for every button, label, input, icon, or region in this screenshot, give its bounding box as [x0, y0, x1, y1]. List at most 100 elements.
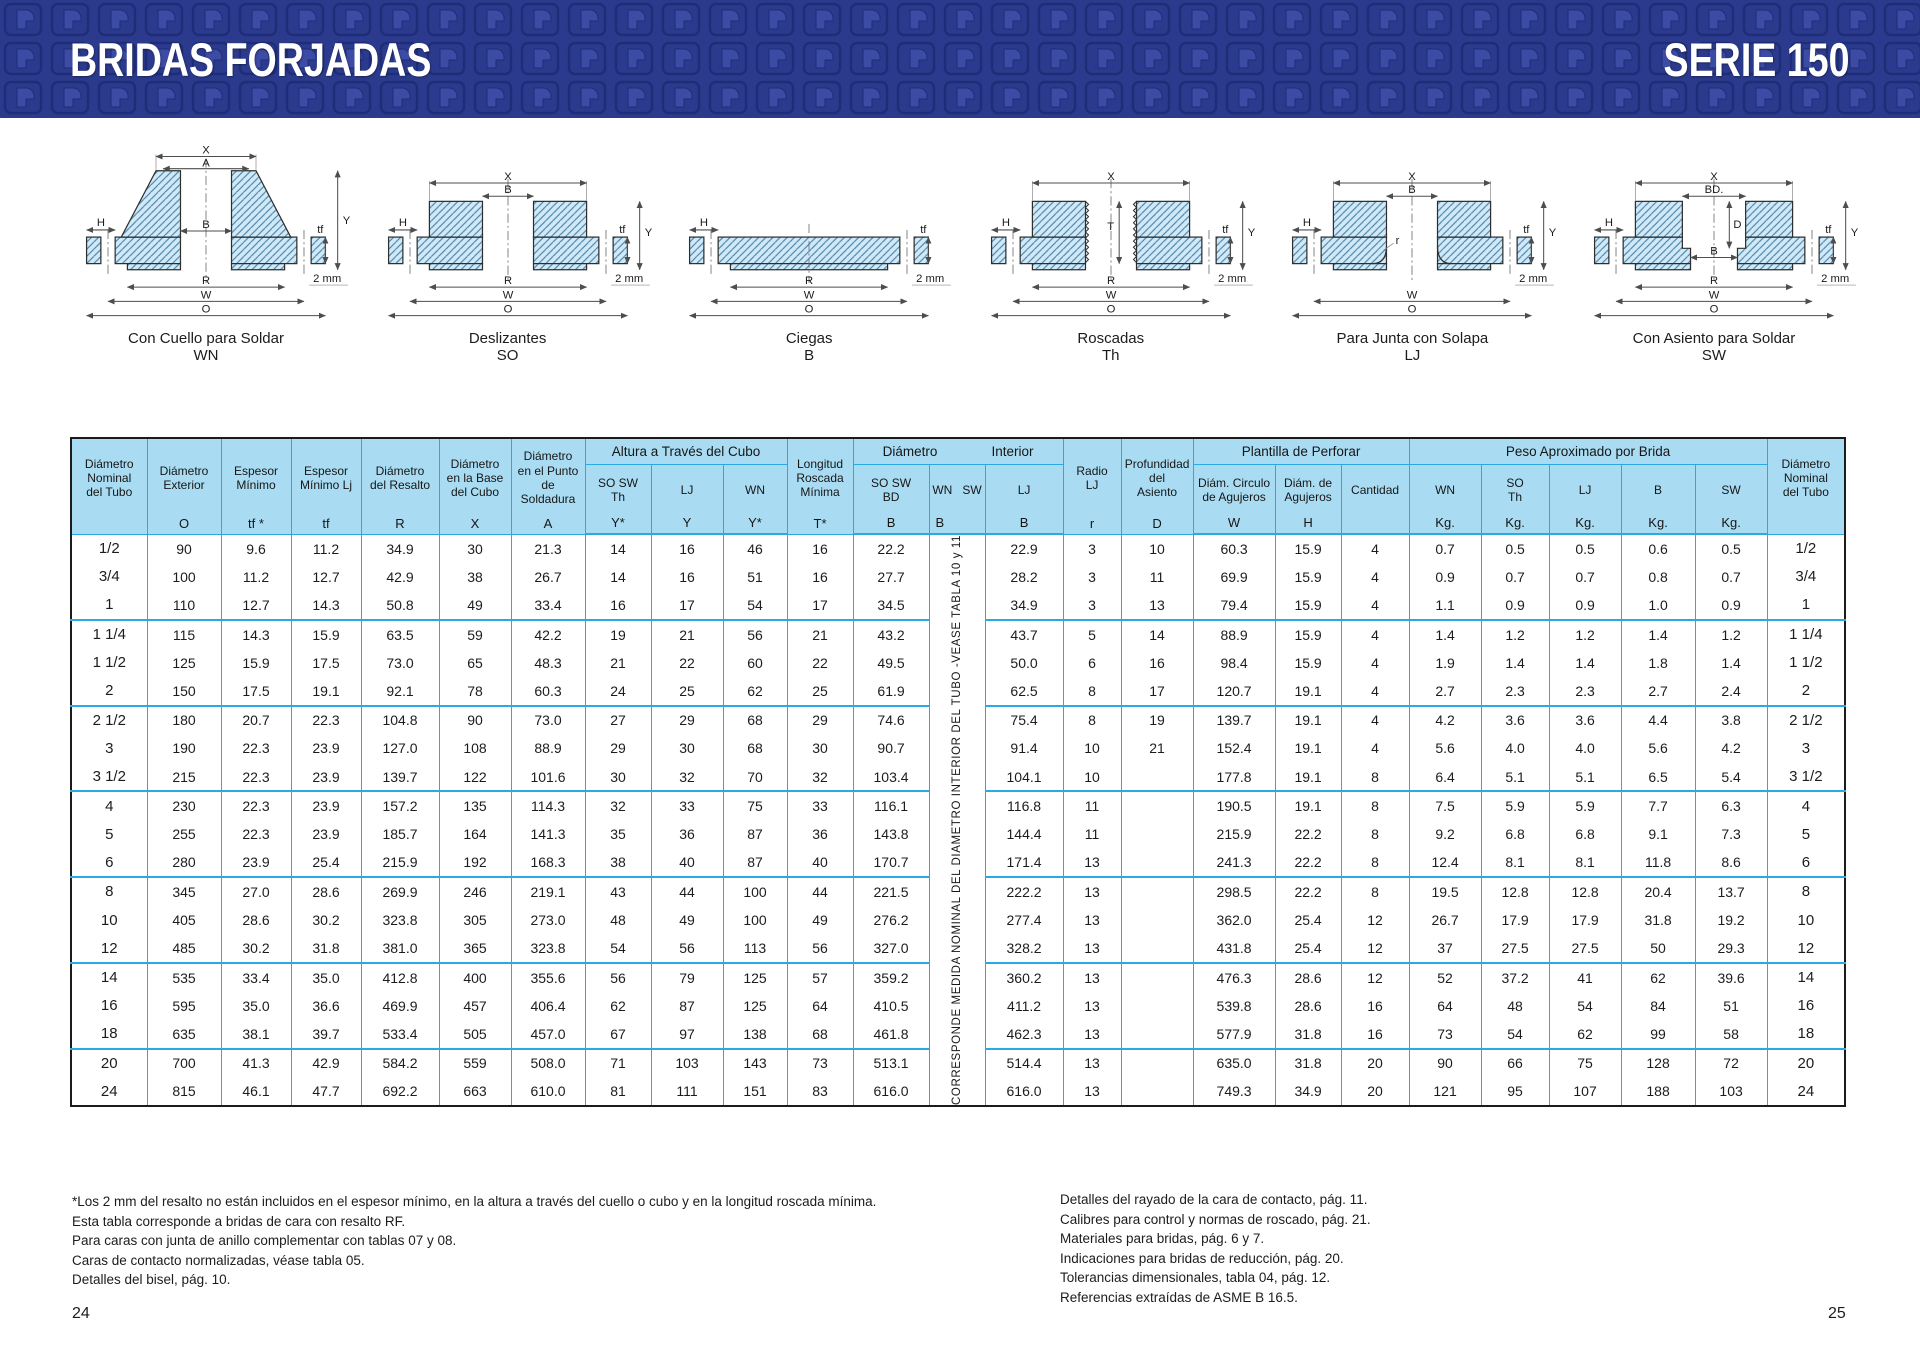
table-cell: 15.9 — [290, 618, 362, 649]
table-cell — [1120, 762, 1194, 792]
table-cell: 12 — [1766, 934, 1846, 963]
dim-label: H — [1605, 217, 1613, 229]
table-cell: 114.3 — [510, 790, 586, 820]
dim-label: X — [1710, 171, 1718, 183]
table-cell: 50.0 — [984, 648, 1064, 677]
table-cell: 365 — [438, 934, 512, 963]
table-cell: 230 — [146, 790, 222, 820]
table-cell: 0.6 — [1620, 534, 1696, 563]
table-cell: 60.3 — [510, 676, 586, 706]
table-cell: 6.4 — [1408, 762, 1482, 792]
table-cell: 141.3 — [510, 819, 586, 849]
table-cell: 535 — [146, 961, 222, 992]
table-cell: 104.8 — [360, 704, 440, 735]
table-cell: 3.6 — [1548, 704, 1622, 735]
dim-label: B — [202, 219, 209, 231]
table-cell: 0.8 — [1620, 562, 1696, 592]
diagram-caption: Con Asiento para Soldar — [1632, 330, 1796, 347]
table-row: 1 1/2 125 15.9 17.5 73.0 65 48.3 21 22 60 22 49.5 50… — [70, 648, 1846, 677]
table-cell: 48 — [584, 905, 652, 935]
dim-label: H — [97, 217, 105, 229]
dim-label: B — [1710, 245, 1717, 257]
table-cell: 90 — [146, 534, 222, 563]
table-cell: 98.4 — [1192, 648, 1276, 677]
table-cell: 16 — [650, 534, 724, 563]
table-cell: 79.4 — [1192, 591, 1276, 620]
table-cell: 44 — [786, 876, 854, 906]
slip-on-drawing: X B H Y tf 2 mm R W O — [387, 171, 652, 319]
table-cell: 151 — [722, 1077, 788, 1106]
table-cell: 22.3 — [220, 790, 292, 820]
dim-label: 2 mm — [1821, 273, 1849, 285]
table-cell: 144.4 — [984, 819, 1064, 849]
table-cell: 30.2 — [220, 934, 292, 963]
table-cell — [1120, 848, 1194, 878]
table-cell: 27.5 — [1480, 934, 1550, 963]
table-cell: 362.0 — [1192, 905, 1276, 935]
table-row: 2 150 17.5 19.1 92.1 78 60.3 24 25 62 25 61.9 62.5 8 1… — [70, 676, 1846, 706]
table-cell: 355.6 — [510, 961, 586, 992]
table-body: 1/2 90 9.6 11.2 34.9 30 21.3 14 16 46 16 22.2 CORRES… — [70, 534, 1846, 1106]
dim-label: X — [1107, 171, 1115, 183]
table-row: 12 485 30.2 31.8 381.0 365 323.8 54 56 113 56 327.0… — [70, 934, 1846, 963]
table-row: 6 280 23.9 25.4 215.9 192 168.3 38 40 87 40 170.7 17… — [70, 848, 1846, 878]
table-cell: 19.1 — [290, 676, 362, 706]
col-header-punto-soldadura: Diámetro en el Punto de Soldadura A — [510, 437, 586, 535]
table-cell: 595 — [146, 991, 222, 1021]
table-cell: 15.9 — [1274, 648, 1342, 677]
group-header-altura: Altura a Través del Cubo — [584, 437, 788, 465]
table-cell: 8 — [1340, 848, 1410, 878]
col-header-espesor-lj: Espesor Mínimo Lj tf — [290, 437, 362, 535]
table-cell: 19.1 — [1274, 676, 1342, 706]
table-cell: 405 — [146, 905, 222, 935]
table-cell: 0.5 — [1480, 534, 1550, 563]
table-cell: 121 — [1408, 1077, 1482, 1106]
table-cell: 457.0 — [510, 1020, 586, 1049]
table-cell: 11 — [1062, 790, 1122, 820]
table-cell: 5 — [1766, 819, 1846, 849]
dim-label: A — [202, 158, 210, 170]
table-row: 1 1/4 115 14.3 15.9 63.5 59 42.2 19 21 56 21 43.2 43… — [70, 618, 1846, 649]
table-cell: 24 — [1766, 1077, 1846, 1106]
table-cell: 3.6 — [1480, 704, 1550, 735]
table-cell: 190.5 — [1192, 790, 1276, 820]
table-cell: 36 — [786, 819, 854, 849]
table-cell: 4.0 — [1548, 734, 1622, 763]
table-cell: 8 — [1340, 819, 1410, 849]
table-cell: 8 — [1766, 876, 1846, 906]
table-cell: 60 — [722, 648, 788, 677]
diagram-th: X T H Y tf 2 mm R W O Roscadas Th — [963, 142, 1259, 364]
table-cell: 27 — [584, 704, 652, 735]
footnote-line: Materiales para bridas, pág. 6 y 7. — [1060, 1231, 1265, 1247]
table-cell: 635.0 — [1192, 1047, 1276, 1078]
table-cell: 0.9 — [1548, 591, 1622, 620]
table-cell: 111 — [650, 1077, 724, 1106]
table-cell: 37.2 — [1480, 961, 1550, 992]
table-cell: 13 — [1062, 1047, 1122, 1078]
table-cell: 33 — [786, 790, 854, 820]
table-cell: 192 — [438, 848, 512, 878]
dim-label: Y — [1549, 227, 1557, 239]
table-cell: 3 — [1062, 534, 1122, 563]
table-cell: 180 — [146, 704, 222, 735]
table-cell: 4.2 — [1694, 734, 1768, 763]
table-cell: 22 — [650, 648, 724, 677]
table-cell: 56 — [786, 934, 854, 963]
table-row: 8 345 27.0 28.6 269.9 246 219.1 43 44 100 44 221.5 2… — [70, 876, 1846, 906]
lap-joint-drawing: X B r H Y tf 2 mm W O — [1292, 171, 1557, 319]
dim-label: D — [1733, 219, 1741, 231]
table-cell: 48 — [1480, 991, 1550, 1021]
table-cell: 3 — [70, 734, 148, 763]
table-cell: 75.4 — [984, 704, 1064, 735]
table-row: 4 230 22.3 23.9 157.2 135 114.3 32 33 75 33 116.1 11… — [70, 790, 1846, 820]
table-cell: 4 — [1340, 534, 1410, 563]
page-banner: BRIDAS FORJADAS SERIE 150 — [0, 0, 1920, 118]
dim-label: O — [503, 304, 512, 316]
table-cell: 100 — [722, 876, 788, 906]
table-cell: 431.8 — [1192, 934, 1276, 963]
table-cell: 1.4 — [1408, 618, 1482, 649]
table-cell: 90.7 — [852, 734, 930, 763]
table-cell: 17.9 — [1480, 905, 1550, 935]
table-cell: 215 — [146, 762, 222, 792]
table-cell: 323.8 — [360, 905, 440, 935]
